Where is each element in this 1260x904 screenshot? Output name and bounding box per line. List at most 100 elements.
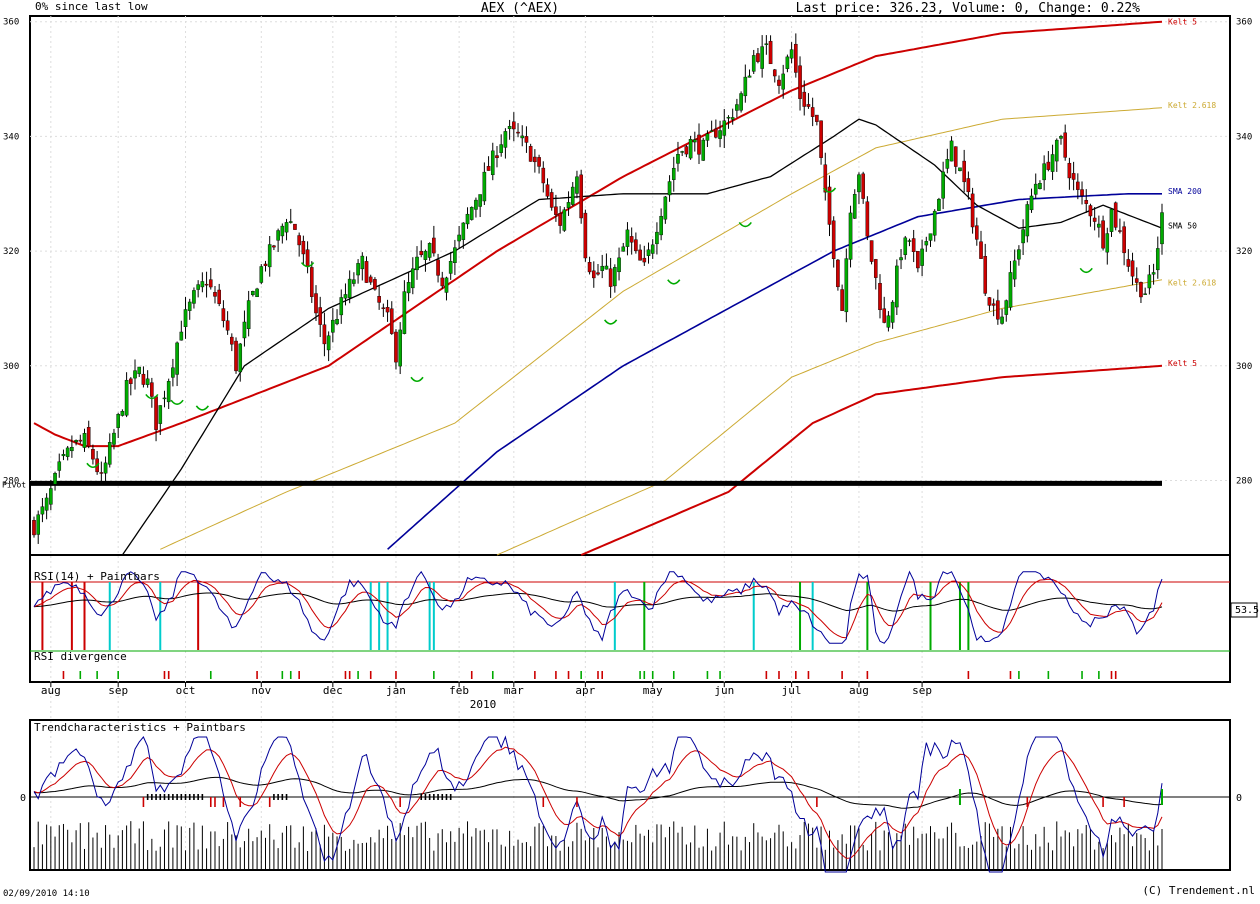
candle-body — [1147, 274, 1152, 289]
candles — [32, 33, 1164, 544]
candle-body — [1017, 249, 1021, 260]
candle-body — [613, 267, 617, 287]
candle-body — [99, 472, 104, 474]
candle-body — [309, 267, 314, 297]
candle-body — [747, 75, 752, 78]
candle-body — [558, 213, 562, 226]
candle-body — [991, 303, 996, 306]
candle-body — [133, 370, 137, 379]
candle-body — [1067, 162, 1072, 179]
candle-body — [688, 139, 693, 159]
candle-body — [987, 297, 992, 306]
swing-low-marker — [822, 187, 837, 193]
candle-body — [322, 324, 327, 345]
candle-body — [907, 240, 912, 242]
axis-labels: aug sep oct nov dec jan feb mar apr may jun jul aug s… — [2, 18, 1252, 697]
candle-body — [629, 236, 634, 243]
candle-body — [806, 104, 811, 107]
candle-body — [659, 215, 663, 236]
swing-low-marker — [195, 405, 209, 411]
candle-body — [975, 225, 979, 240]
candle-body — [183, 309, 188, 328]
candle-body — [1113, 202, 1118, 228]
candle-body — [192, 290, 196, 304]
candle-body — [436, 259, 440, 276]
candle-body — [566, 202, 571, 209]
candle-body — [490, 150, 495, 176]
candle-body — [314, 293, 318, 314]
candle-body — [204, 283, 209, 286]
candle-body — [360, 255, 365, 270]
candle-body — [373, 279, 377, 290]
candle-body — [208, 279, 213, 288]
candle-body — [1118, 230, 1122, 232]
candle-body — [520, 135, 525, 139]
candle-body — [406, 282, 411, 294]
candle-body — [444, 277, 449, 293]
candle-body — [655, 231, 659, 245]
candle-body — [478, 194, 482, 207]
trend-zero-right: 0 — [1236, 793, 1242, 804]
candle-body — [882, 308, 887, 323]
candle-body — [730, 117, 735, 120]
candle-body — [474, 199, 478, 210]
month-label: aug — [849, 684, 869, 697]
candle-body — [709, 130, 714, 132]
candle-body — [1059, 136, 1063, 139]
candle-body — [1000, 316, 1004, 324]
overlay-lines — [30, 20, 1163, 556]
candle-body — [949, 140, 954, 162]
candle-body — [798, 65, 802, 99]
candle-body — [234, 340, 238, 372]
month-label: feb — [449, 684, 469, 697]
candle-body — [394, 331, 398, 363]
candle-body — [91, 448, 95, 460]
candle-body — [238, 343, 243, 373]
candle-body — [288, 221, 293, 223]
candle-body — [570, 186, 575, 205]
candle-body — [941, 171, 945, 199]
candle-body — [1046, 161, 1051, 170]
candle-body — [865, 201, 870, 237]
candle-body — [482, 171, 487, 202]
candle-body — [1105, 233, 1110, 253]
candle-body — [507, 126, 512, 130]
candle-body — [1008, 272, 1013, 308]
candle-body — [70, 447, 74, 452]
candle-body — [777, 79, 781, 86]
trend-content — [30, 735, 1230, 873]
rsi-last-value: 53.5 — [1235, 605, 1259, 616]
candle-body — [579, 174, 583, 219]
candle-body — [895, 265, 899, 308]
y-tick-label-right: 320 — [1236, 247, 1252, 257]
candle-body — [385, 307, 390, 313]
candle-body — [1054, 139, 1059, 162]
candle-body — [44, 497, 49, 511]
candle-body — [857, 174, 861, 193]
candle-body — [124, 379, 129, 416]
y-tick-label-left: 300 — [3, 362, 19, 372]
rsi-slow-line — [33, 592, 1163, 612]
candle-body — [120, 411, 125, 416]
candle-body — [671, 167, 676, 180]
series-label-kelt_mid_upper: Kelt 2.618 — [1168, 101, 1216, 110]
candle-body — [676, 154, 680, 164]
candle-body — [1038, 182, 1042, 190]
y-tick-label-right: 360 — [1236, 18, 1252, 28]
candle-body — [516, 131, 520, 134]
candle-body — [65, 447, 70, 457]
candle-body — [920, 248, 924, 266]
candle-body — [356, 263, 360, 276]
candle-body — [1088, 205, 1093, 217]
trend-title: Trendcharacteristics + Paintbars — [34, 721, 246, 734]
kelt-mid-lower-line — [496, 279, 1163, 556]
month-label: jul — [782, 684, 802, 697]
candle-body — [225, 320, 230, 331]
candle-body — [823, 164, 828, 193]
candle-body — [848, 212, 853, 260]
candle-body — [200, 281, 205, 288]
candle-body — [221, 308, 226, 322]
candle-body — [625, 229, 630, 247]
candle-body — [187, 301, 192, 311]
candle-body — [1092, 217, 1097, 222]
